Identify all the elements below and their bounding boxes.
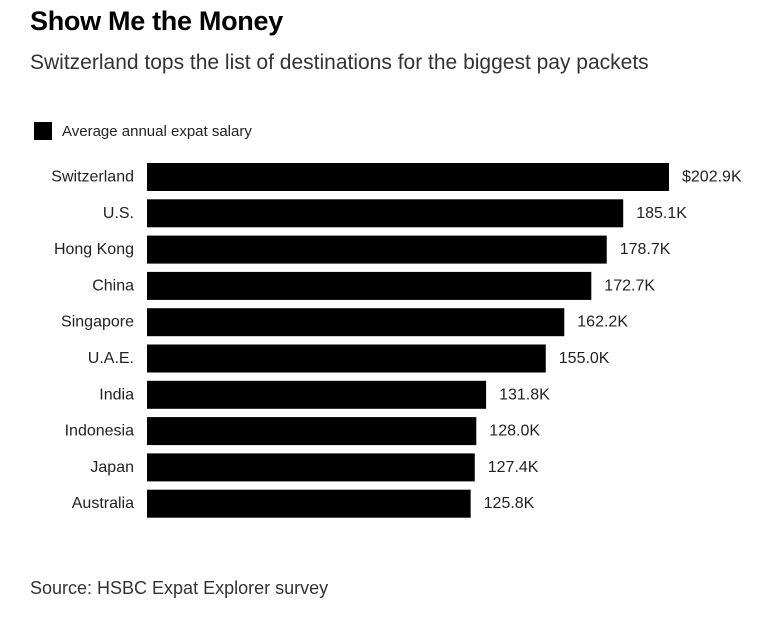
bar <box>147 417 477 446</box>
category-label: Japan <box>90 459 134 476</box>
bar <box>147 199 624 228</box>
legend: Average annual expat salary <box>34 122 252 140</box>
legend-label: Average annual expat salary <box>62 122 252 140</box>
bar <box>147 453 475 482</box>
category-label: India <box>99 386 134 403</box>
value-label: 155.0K <box>559 350 610 367</box>
value-label: 127.4K <box>488 459 539 476</box>
bar-chart: Switzerland $202.9K U.S. 185.1K Hong Kong 178… <box>51 163 742 518</box>
bar <box>147 235 607 264</box>
value-label: $202.9K <box>682 169 742 186</box>
bar <box>147 271 592 300</box>
category-label: Hong Kong <box>54 241 134 258</box>
category-label: Indonesia <box>65 423 134 440</box>
bar <box>147 380 487 409</box>
value-label: 162.2K <box>577 314 628 331</box>
category-label: China <box>92 277 134 294</box>
value-label: 131.8K <box>499 386 550 403</box>
value-label: 178.7K <box>620 241 671 258</box>
bar <box>147 308 565 337</box>
category-label: U.S. <box>103 205 134 222</box>
chart-subtitle: Switzerland tops the list of destination… <box>30 51 649 74</box>
source-note: Source: HSBC Expat Explorer survey <box>30 578 329 598</box>
bar <box>147 344 546 373</box>
bar <box>147 163 669 191</box>
category-label: Switzerland <box>51 169 134 186</box>
value-label: 125.8K <box>484 495 535 512</box>
category-label: Singapore <box>61 314 134 331</box>
bar <box>147 489 471 518</box>
value-label: 128.0K <box>489 423 540 440</box>
category-label: U.A.E. <box>88 350 134 367</box>
value-label: 185.1K <box>636 205 687 222</box>
legend-swatch <box>34 122 52 140</box>
category-label: Australia <box>72 495 134 512</box>
chart-title: Show Me the Money <box>30 6 283 36</box>
value-label: 172.7K <box>604 277 655 294</box>
